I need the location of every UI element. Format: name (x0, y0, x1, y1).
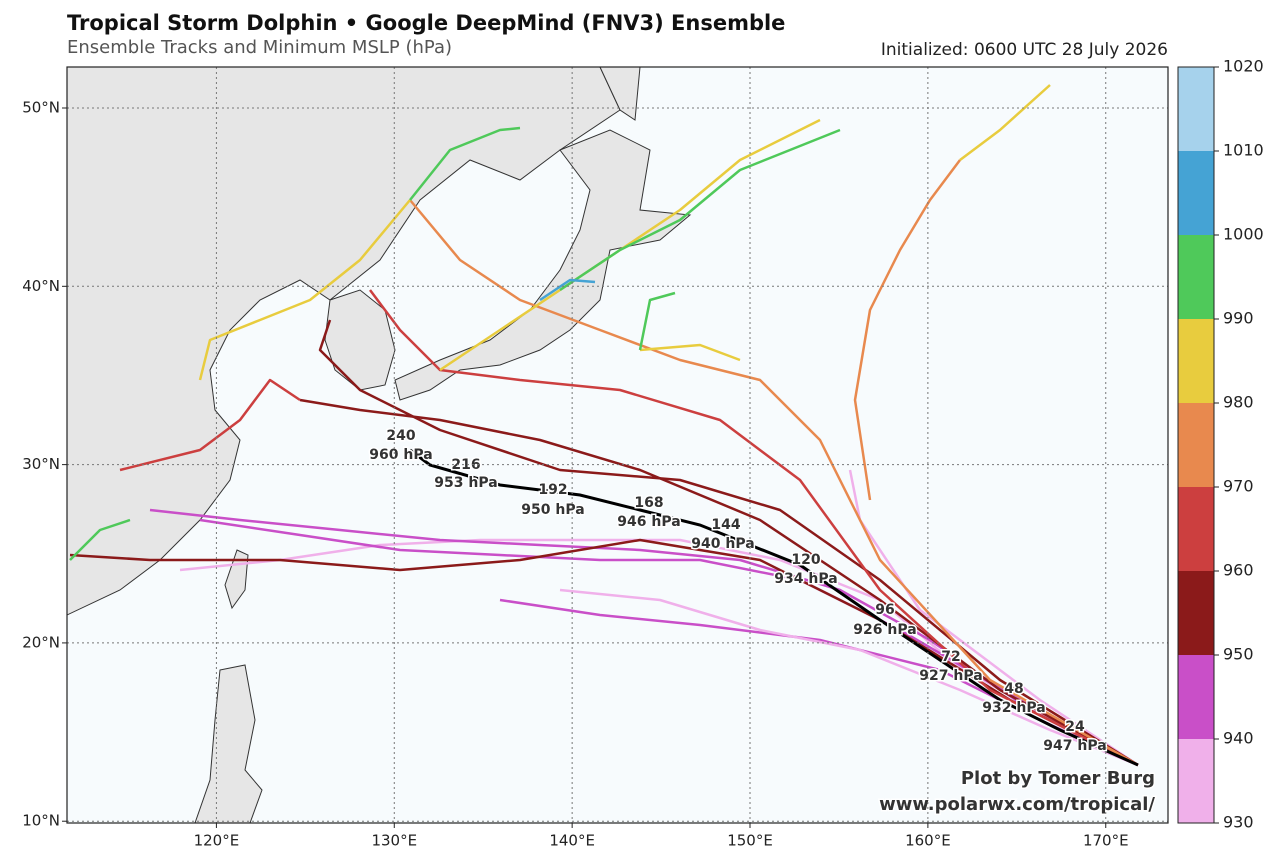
colorbar: 930 940 950 960 970 980 990 1000 1010 1020 (1177, 57, 1264, 832)
colorbar-label: 990 (1223, 309, 1254, 328)
colorbar-bin (1178, 487, 1214, 571)
colorbar-bin (1178, 571, 1214, 655)
lon-label: 170°E (1083, 832, 1129, 850)
colorbar-bin (1178, 67, 1214, 151)
lat-label: 20°N (22, 633, 60, 651)
colorbar-label: 960 (1223, 561, 1254, 580)
subtitle: Ensemble Tracks and Minimum MSLP (hPa) (67, 37, 452, 58)
colorbar-bin (1178, 151, 1214, 235)
hour-label: 96 (875, 602, 894, 618)
pressure-label: 960 hPa (369, 447, 432, 463)
colorbar-label: 930 (1223, 813, 1254, 832)
mean-track (409, 448, 1139, 767)
pressure-label: 950 hPa (521, 502, 584, 518)
colorbar-label: 1020 (1223, 57, 1264, 76)
colorbar-bin (1178, 235, 1214, 319)
hour-label: 24 (1065, 719, 1085, 735)
hour-label: 192 (538, 482, 567, 498)
colorbar-label: 1000 (1223, 225, 1264, 244)
hour-label: 48 (1004, 681, 1023, 697)
hour-label: 168 (634, 495, 663, 511)
credit: Plot by Tomer Burg (961, 768, 1155, 789)
colorbar-label: 970 (1223, 477, 1254, 496)
colorbar-label: 950 (1223, 645, 1254, 664)
hour-label: 120 (791, 552, 820, 568)
pressure-label: 932 hPa (982, 700, 1045, 716)
pressure-label: 946 hPa (617, 514, 680, 530)
pressure-label: 940 hPa (691, 536, 754, 552)
title: Tropical Storm Dolphin • Google DeepMind… (67, 11, 785, 35)
graticule: 120°E 130°E 140°E 150°E 160°E 170°E 10°N 20°N 30… (22, 67, 1168, 850)
lat-label: 40°N (22, 277, 60, 295)
hour-label: 144 (711, 517, 740, 533)
ensemble-tracks (69, 84, 1139, 767)
credit-url: www.polarwx.com/tropical/ (879, 794, 1155, 815)
lon-label: 140°E (549, 832, 595, 850)
colorbar-bin (1178, 739, 1214, 823)
lon-label: 120°E (194, 832, 240, 850)
pressure-label: 953 hPa (434, 475, 497, 491)
colorbar-bin (1178, 319, 1214, 403)
pressure-label: 934 hPa (774, 571, 837, 587)
initialized: Initialized: 0600 UTC 28 July 2026 (881, 40, 1168, 60)
mean-track-labels: 240 960 hPa 216 953 hPa 192 950 hPa 168 … (368, 427, 1108, 756)
colorbar-bin (1178, 403, 1214, 487)
pressure-label: 926 hPa (853, 622, 916, 638)
lon-label: 150°E (727, 832, 773, 850)
lat-label: 10°N (22, 812, 60, 830)
hour-label: 72 (941, 649, 960, 665)
colorbar-bin (1178, 655, 1214, 739)
hour-label: 216 (451, 457, 480, 473)
lat-label: 50°N (22, 99, 60, 117)
lon-label: 160°E (905, 832, 951, 850)
colorbar-label: 940 (1223, 729, 1254, 748)
pressure-label: 927 hPa (919, 668, 982, 684)
lat-label: 30°N (22, 455, 60, 473)
colorbar-label: 1010 (1223, 141, 1264, 160)
map-frame (66, 66, 1169, 824)
hour-label: 240 (386, 428, 415, 444)
pressure-label: 947 hPa (1043, 738, 1106, 754)
lon-label: 130°E (371, 832, 417, 850)
colorbar-label: 980 (1223, 393, 1254, 412)
colorbar-frame (1177, 66, 1215, 824)
